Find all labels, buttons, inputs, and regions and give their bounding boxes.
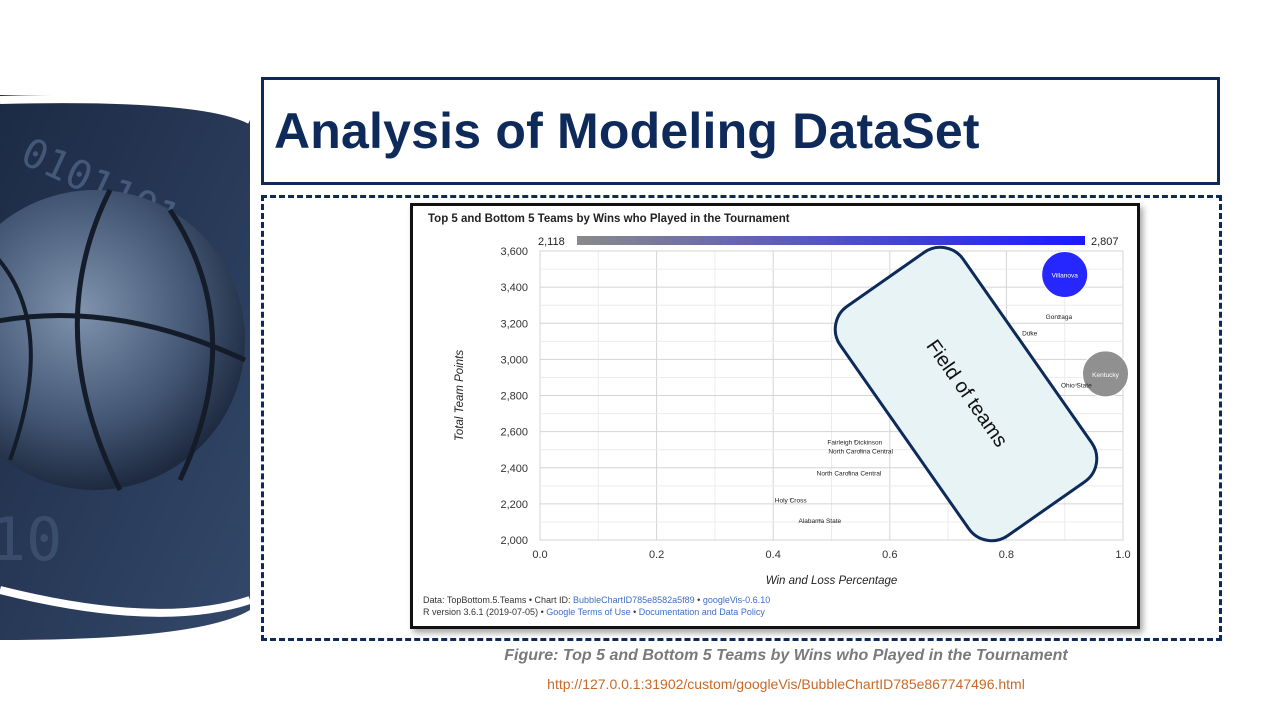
color-scale-min-label: 2,118 [538,236,565,248]
x-axis-label: Win and Loss Percentage [766,575,898,587]
y-tick-label: 3,200 [500,318,528,330]
figure-url[interactable]: http://127.0.0.1:31902/custom/googleVis/… [547,676,1025,692]
chart-id-link[interactable]: BubbleChartID785e8582a5f89 [573,595,695,605]
googlevis-link[interactable]: googleVis-0.6.10 [702,595,771,605]
x-tick-label: 0.4 [766,549,781,561]
basketball-background-image: 0101101 10110 10 [0,95,252,640]
bubble-chart-panel: Top 5 and Bottom 5 Teams by Wins who Pla… [410,203,1140,629]
chart-footer-line1: Data: TopBottom.5.Teams • Chart ID: Bubb… [423,595,770,605]
y-tick-label: 2,000 [500,535,528,547]
bubble-label: North Carolina Central [817,470,882,477]
slide-title: Analysis of Modeling DataSet [274,103,980,159]
y-axis-label: Total Team Points [454,350,466,441]
figure-caption: Figure: Top 5 and Bottom 5 Teams by Wins… [504,647,1068,664]
docs-policy-link[interactable]: Documentation and Data Policy [638,607,765,617]
x-tick-label: 0.2 [649,549,664,561]
bubble-chart: Top 5 and Bottom 5 Teams by Wins who Pla… [428,213,1131,587]
chart-title: Top 5 and Bottom 5 Teams by Wins who Pla… [428,213,790,225]
bubble-label: Kentucky [1092,372,1119,379]
bubble-label: Duke [1022,330,1038,337]
bubble-point [818,518,822,522]
y-tick-label: 3,000 [500,354,528,366]
y-tick-label: 3,400 [500,282,528,294]
color-scale-bar [577,236,1085,245]
y-tick-label: 2,800 [500,391,528,403]
y-tick-label: 3,600 [500,246,528,258]
footer-data-text: Data: TopBottom.5.Teams • Chart ID: [423,595,574,605]
chart-dashed-frame [261,195,1222,641]
y-tick-label: 2,600 [500,427,528,439]
svg-text:10: 10 [0,505,62,575]
x-tick-label: 0.0 [532,549,547,561]
bubble-label: Holy Cross [775,497,808,504]
title-box: Analysis of Modeling DataSet [261,77,1220,185]
bubble-label: North Carolina Central [828,449,893,456]
bubble-label: Gonzaga [1046,314,1073,321]
y-tick-label: 2,200 [500,499,528,511]
bubble-label: Fairleigh Dickinson [827,440,882,447]
color-scale-max-label: 2,807 [1091,236,1119,248]
chart-footer-line2: R version 3.6.1 (2019-07-05) • Google Te… [423,607,765,617]
footer-separator: • [694,595,703,605]
footer-r-version: R version 3.6.1 (2019-07-05) • [423,607,547,617]
x-tick-label: 0.8 [999,549,1014,561]
terms-link[interactable]: Google Terms of Use [546,607,631,617]
bubble-label: Villanova [1052,272,1079,279]
bubble-point [789,498,792,501]
bubble-label: Ohio State [1061,383,1092,390]
bubble-label: Alabama State [799,518,842,525]
y-tick-label: 2,400 [500,463,528,475]
x-tick-label: 0.6 [882,549,897,561]
x-tick-label: 1.0 [1115,549,1130,561]
footer-separator: • [630,607,639,617]
